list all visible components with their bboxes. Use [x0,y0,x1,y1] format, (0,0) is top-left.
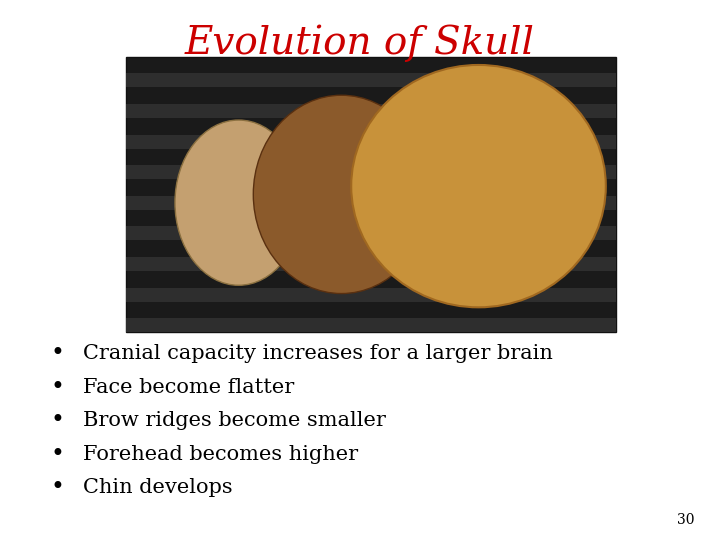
FancyBboxPatch shape [126,134,616,149]
FancyBboxPatch shape [126,104,616,118]
Text: •: • [50,443,65,465]
Text: Face become flatter: Face become flatter [83,377,294,397]
FancyBboxPatch shape [126,226,616,240]
Text: Evolution of Skull: Evolution of Skull [185,24,535,62]
Text: Forehead becomes higher: Forehead becomes higher [83,444,358,464]
FancyBboxPatch shape [126,57,616,332]
Text: •: • [50,342,65,365]
FancyBboxPatch shape [126,165,616,179]
Text: •: • [50,409,65,432]
Text: Brow ridges become smaller: Brow ridges become smaller [83,411,386,430]
FancyBboxPatch shape [126,196,616,210]
Ellipse shape [253,95,430,294]
Ellipse shape [175,120,302,285]
Ellipse shape [351,65,606,307]
FancyBboxPatch shape [126,73,616,87]
Text: •: • [50,476,65,499]
Text: Cranial capacity increases for a larger brain: Cranial capacity increases for a larger … [83,344,553,363]
Text: •: • [50,376,65,399]
Text: 30: 30 [678,512,695,526]
FancyBboxPatch shape [126,288,616,301]
Text: Chin develops: Chin develops [83,478,233,497]
FancyBboxPatch shape [126,318,616,332]
FancyBboxPatch shape [126,257,616,271]
